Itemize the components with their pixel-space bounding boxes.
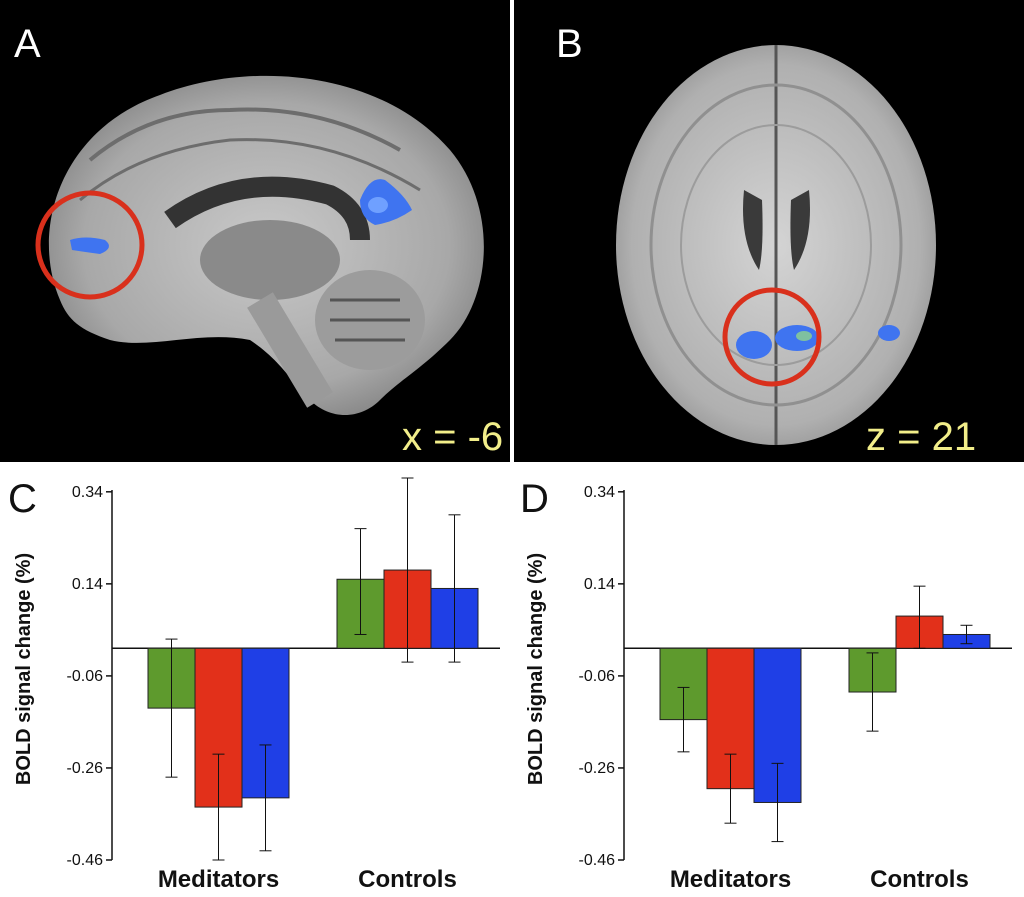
- y-tick-label: 0.14: [72, 576, 103, 593]
- y-tick-label: 0.34: [584, 484, 615, 501]
- activation-cluster-posterior-cingulate: [736, 325, 819, 359]
- panel-letter: C: [8, 477, 37, 521]
- y-tick-label: -0.06: [67, 668, 104, 685]
- category-label-controls: Controls: [870, 866, 969, 892]
- activation-cluster-frontal: [70, 237, 109, 254]
- category-label-meditators: Meditators: [670, 866, 791, 892]
- bar-chart-d-svg: D BOLD signal change (%) 0.34 0.14 -0.06 -0.2…: [520, 477, 1012, 893]
- y-tick-label: -0.06: [579, 668, 616, 685]
- y-tick-label: 0.34: [72, 484, 103, 501]
- y-axis-label: BOLD signal change (%): [13, 553, 35, 785]
- category-label-meditators: Meditators: [158, 866, 279, 892]
- roi-circle-frontal: [35, 190, 145, 300]
- sagittal-brain-image: [35, 75, 484, 416]
- axial-brain-image: [616, 45, 936, 445]
- coordinate-label-b: z = 21: [866, 415, 977, 459]
- y-tick-label: -0.46: [579, 852, 616, 869]
- axial-brain-outline: [616, 45, 936, 445]
- panel-a-sagittal-mri: A x = -6: [0, 0, 510, 462]
- bar-chart-c-svg: C BOLD signal change (%) 0.34 0.14 -0.06 -0.2…: [8, 477, 500, 893]
- y-tick-label: -0.26: [579, 760, 616, 777]
- activation-cluster-lateral: [878, 325, 900, 341]
- coordinate-label-a: x = -6: [402, 415, 504, 459]
- category-label-controls: Controls: [358, 866, 457, 892]
- panel-b-axial-mri: B z = 21: [514, 0, 1024, 462]
- bar-chart-c: C BOLD signal change (%) 0.34 0.14 -0.06 -0.2…: [0, 470, 512, 893]
- bar-chart-d: D BOLD signal change (%) 0.34 0.14 -0.06 -0.2…: [512, 470, 1024, 893]
- y-tick-label: -0.26: [67, 760, 104, 777]
- sagittal-brain-outline: [48, 75, 484, 416]
- panel-letter-b: B: [556, 22, 583, 66]
- activation-cluster-parietal: [360, 179, 412, 225]
- y-axis-label: BOLD signal change (%): [525, 553, 547, 785]
- panel-letter-a: A: [14, 22, 41, 66]
- roi-circle-posterior: [722, 287, 822, 387]
- y-tick-label: 0.14: [584, 576, 615, 593]
- y-tick-label: -0.46: [67, 852, 104, 869]
- panel-letter: D: [520, 477, 549, 521]
